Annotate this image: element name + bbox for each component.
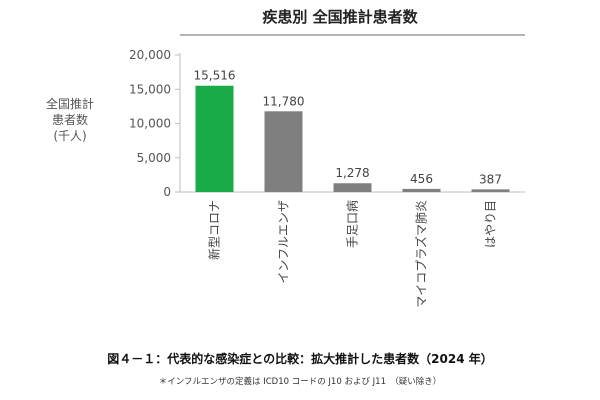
y-axis-label: 全国推計 患者数 (千人) xyxy=(45,97,94,143)
figure-caption: 図４－１：代表的な感染症との比較：拡大推計した患者数（2024 年） xyxy=(107,352,493,366)
data-label: 456 xyxy=(410,172,433,186)
data-label: 15,516 xyxy=(194,69,236,83)
chart: 疾患別 全国推計患者数 0 5,000 10,000 15,000 20,000 15,5… xyxy=(129,8,525,308)
y-tick-label: 5,000 xyxy=(137,151,171,165)
bar xyxy=(264,111,303,192)
bar xyxy=(471,189,510,192)
x-tick-label: はやり目 xyxy=(484,200,498,248)
x-tick-label: インフルエンザ xyxy=(277,200,291,284)
figure-note: ＊インフルエンザの定義は ICD10 コードの J10 および J11 （疑い除… xyxy=(158,377,442,387)
bar xyxy=(333,183,372,192)
chart-title: 疾患別 全国推計患者数 xyxy=(262,8,418,26)
y-tick-label: 15,000 xyxy=(129,82,171,96)
data-label: 1,278 xyxy=(335,166,369,180)
data-label: 387 xyxy=(479,172,502,186)
y-tick-label: 0 xyxy=(163,185,171,199)
bar xyxy=(402,188,441,192)
bar xyxy=(195,85,234,192)
x-tick-label: 手足口病 xyxy=(345,200,360,248)
y-tick-label: 20,000 xyxy=(129,48,171,62)
x-tick-label: マイコプラズマ肺炎 xyxy=(414,200,429,308)
x-tick-label: 新型コロナ xyxy=(207,200,222,260)
y-tick-label: 10,000 xyxy=(129,117,171,131)
data-label: 11,780 xyxy=(263,94,305,108)
